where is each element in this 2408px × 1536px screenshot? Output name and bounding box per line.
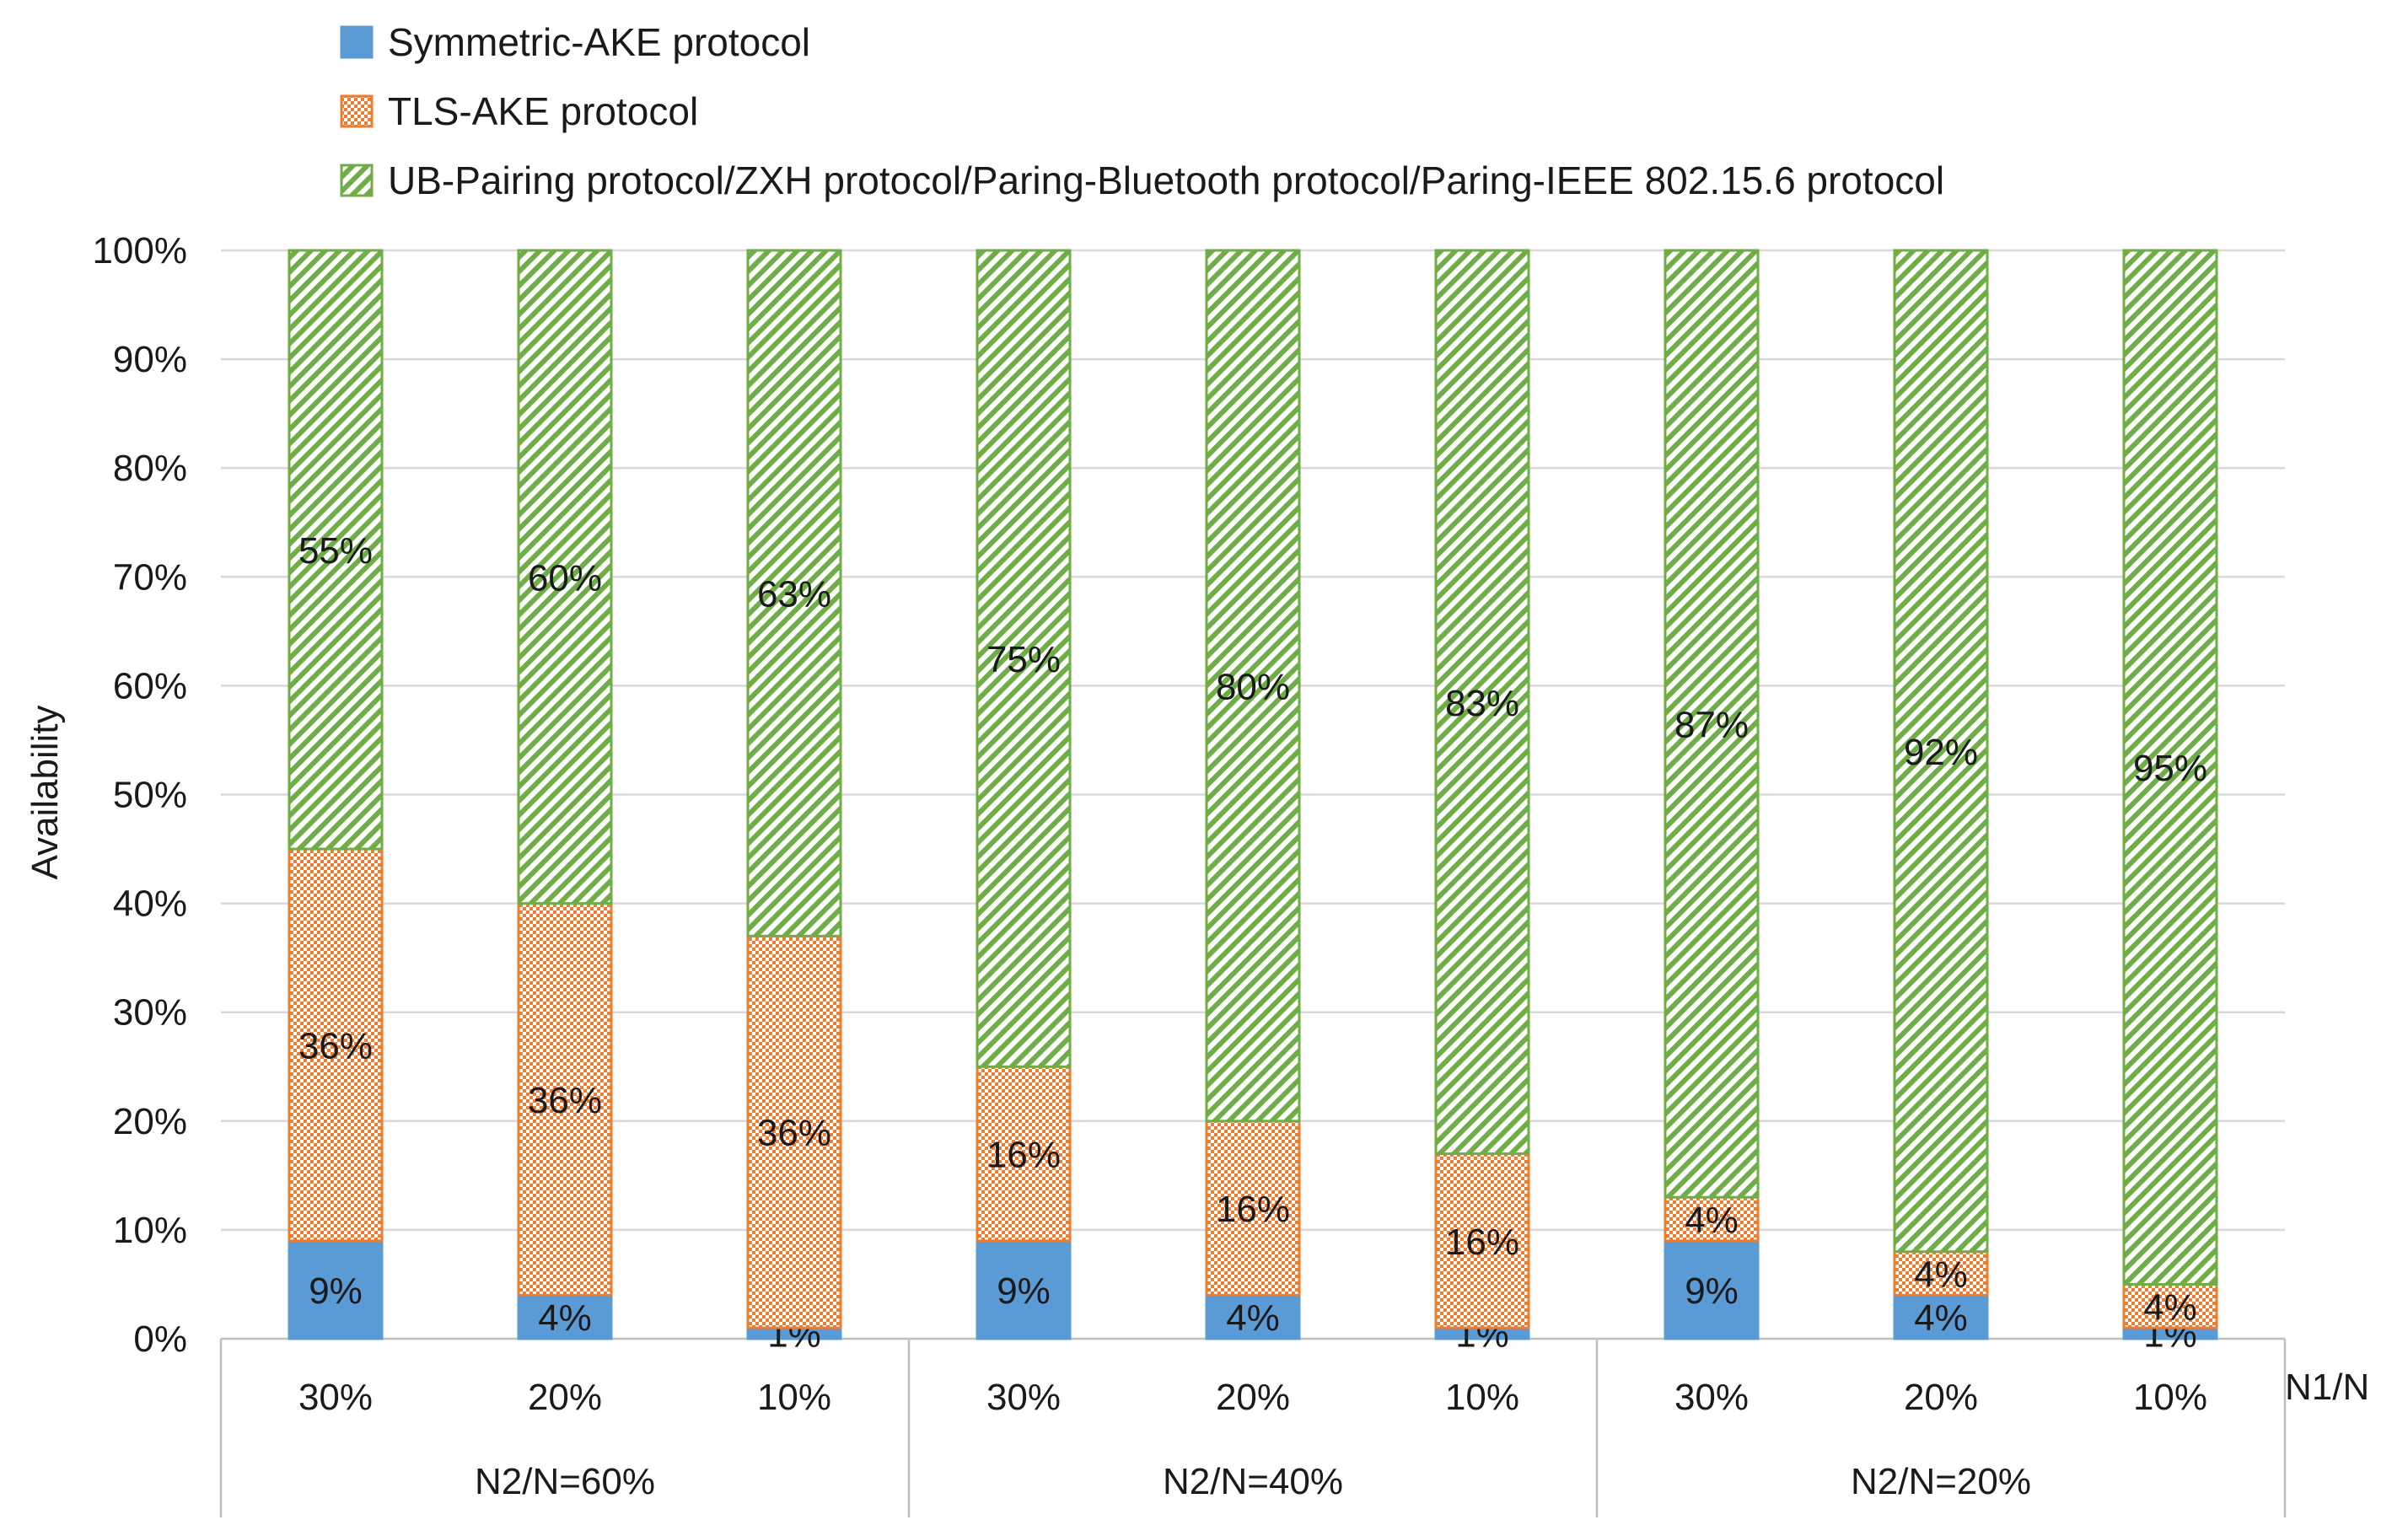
data-label: 95% bbox=[2133, 748, 2207, 789]
x-category-label: 10% bbox=[1445, 1377, 1519, 1418]
bar-segment-1 bbox=[976, 1239, 1072, 1340]
bar-segment-2 bbox=[976, 1065, 1072, 1243]
bar-segment-3 bbox=[1893, 249, 1989, 1254]
legend-swatch bbox=[340, 25, 374, 59]
bar-segment-3 bbox=[1205, 249, 1301, 1123]
data-label: 4% bbox=[2143, 1286, 2197, 1328]
data-label: 9% bbox=[1685, 1270, 1739, 1312]
bar-segment-2 bbox=[517, 902, 613, 1297]
x-group-label: N2/N=40% bbox=[1163, 1461, 1343, 1502]
data-label: 9% bbox=[309, 1270, 363, 1312]
y-tick-label: 40% bbox=[113, 883, 187, 925]
y-tick-label: 70% bbox=[113, 556, 187, 598]
data-label: 80% bbox=[1216, 666, 1290, 707]
data-label: 87% bbox=[1674, 705, 1749, 746]
bar-segment-3 bbox=[1664, 249, 1760, 1199]
data-label: 16% bbox=[986, 1135, 1061, 1176]
bar-segment-3 bbox=[288, 249, 384, 851]
bar-segment-1 bbox=[288, 1239, 384, 1340]
x-category-label: 30% bbox=[1674, 1377, 1749, 1418]
x-category-label: 20% bbox=[1904, 1377, 1978, 1418]
x-axis: 30% 20% 10% 30% 20% 10% 30% 20% 10% N2/N=60% N2/N=… bbox=[219, 1339, 2287, 1517]
y-tick-label: 10% bbox=[113, 1210, 187, 1251]
x-group-label: N2/N=20% bbox=[1851, 1461, 2031, 1502]
data-label: 4% bbox=[538, 1297, 592, 1339]
y-tick-label: 90% bbox=[113, 339, 187, 380]
bar-segment-2 bbox=[2122, 1282, 2218, 1329]
data-label: 16% bbox=[1445, 1222, 1519, 1263]
bar-segment-3 bbox=[2122, 249, 2218, 1286]
legend-label: TLS-AKE protocol bbox=[388, 89, 698, 133]
x-axis-right-label: N1/N bbox=[2285, 1367, 2369, 1408]
legend-swatch bbox=[340, 164, 374, 197]
data-label: 4% bbox=[1685, 1200, 1739, 1241]
bar-segment-1 bbox=[1893, 1293, 1989, 1340]
bar-segment-1 bbox=[517, 1293, 613, 1340]
y-tick-label: 50% bbox=[113, 775, 187, 816]
x-group-label: N2/N=60% bbox=[475, 1461, 655, 1502]
data-label: 55% bbox=[298, 530, 373, 572]
x-category-label: 30% bbox=[986, 1377, 1061, 1418]
legend-label: UB-Pairing protocol/ZXH protocol/Paring-… bbox=[388, 158, 1944, 202]
bar-segment-3 bbox=[517, 249, 613, 905]
y-axis-title: Availability bbox=[24, 705, 66, 879]
y-tick-label: 20% bbox=[113, 1101, 187, 1142]
y-axis: 0% 10% 20% 30% 40% 50% 60% 70% 80% 90% 100% bbox=[92, 230, 187, 1360]
data-label: 60% bbox=[528, 557, 602, 599]
y-tick-label: 100% bbox=[92, 230, 187, 271]
data-label: 16% bbox=[1216, 1189, 1290, 1230]
data-label: 4% bbox=[1226, 1297, 1280, 1339]
data-label: 36% bbox=[298, 1025, 373, 1066]
y-tick-label: 30% bbox=[113, 992, 187, 1034]
data-label: 4% bbox=[1914, 1297, 1968, 1339]
data-label: 4% bbox=[1914, 1254, 1968, 1296]
y-tick-label: 60% bbox=[113, 665, 187, 706]
legend-label: Symmetric-AKE protocol bbox=[388, 20, 810, 64]
data-label: 83% bbox=[1445, 683, 1519, 724]
x-category-label: 30% bbox=[298, 1377, 373, 1418]
y-tick-label: 0% bbox=[133, 1318, 187, 1360]
data-label: 36% bbox=[757, 1113, 831, 1154]
x-category-label: 10% bbox=[2133, 1377, 2207, 1418]
bar-segment-3 bbox=[1434, 249, 1530, 1156]
y-tick-label: 80% bbox=[113, 448, 187, 489]
bars: 9%36%55%4%36%60%1%36%63%9%16%75%4%16%80%… bbox=[288, 249, 2218, 1356]
data-label: 63% bbox=[757, 574, 831, 615]
bar-segment-1 bbox=[1205, 1293, 1301, 1340]
bar-segment-3 bbox=[976, 249, 1072, 1068]
data-label: 75% bbox=[986, 639, 1061, 680]
bar-segment-3 bbox=[746, 249, 842, 937]
x-category-label: 10% bbox=[757, 1377, 831, 1418]
x-category-label: 20% bbox=[528, 1377, 602, 1418]
data-label: 92% bbox=[1904, 732, 1978, 773]
data-label: 9% bbox=[997, 1270, 1051, 1312]
legend: Symmetric-AKE protocol TLS-AKE protocol UB… bbox=[340, 20, 1944, 202]
x-category-label: 20% bbox=[1216, 1377, 1290, 1418]
data-label: 36% bbox=[528, 1080, 602, 1121]
bar-segment-2 bbox=[288, 847, 384, 1243]
bar-segment-2 bbox=[1205, 1120, 1301, 1297]
legend-swatch bbox=[340, 94, 374, 128]
